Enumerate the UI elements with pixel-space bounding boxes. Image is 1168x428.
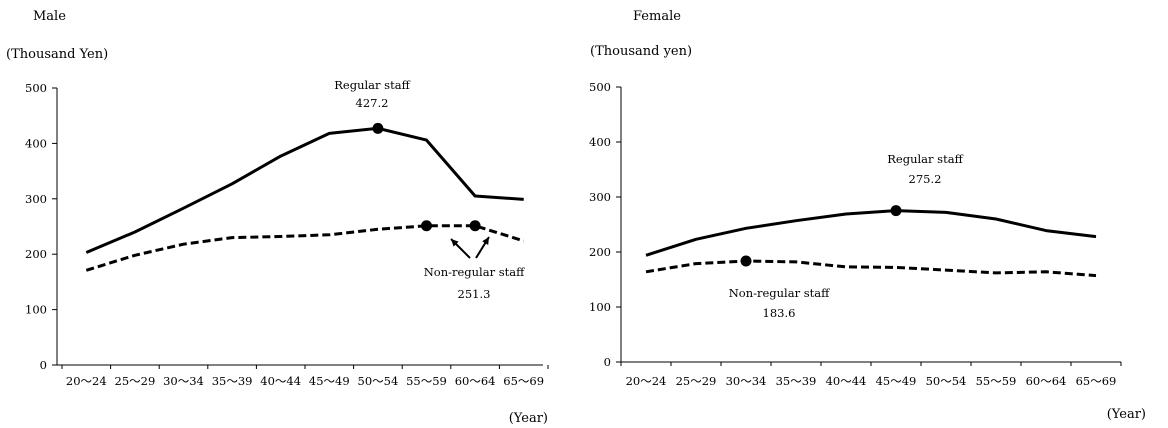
male-series-nonregular-line bbox=[85, 224, 525, 272]
female-x-axis-label: (Year) bbox=[1107, 407, 1146, 422]
female-highlight-marker bbox=[890, 205, 902, 217]
male-y-tick-label: 0 bbox=[40, 358, 47, 372]
male-y-axis-label: (Thousand Yen) bbox=[6, 47, 108, 62]
female-x-tick-label: 25～29 bbox=[676, 374, 717, 388]
male-annotation-label: Non-regular staff bbox=[424, 265, 525, 279]
female-series-regular-line bbox=[645, 209, 1097, 257]
male-chart-svg: Male (Thousand Yen) 0 100 200 300 400 500 20～24 2… bbox=[6, 9, 549, 426]
female-x-tick-label: 55～59 bbox=[976, 374, 1017, 388]
female-y-tick-label: 500 bbox=[589, 80, 611, 94]
male-chart: Male (Thousand Yen) 0 100 200 300 400 500 20～24 2… bbox=[6, 9, 549, 426]
male-y-tick-label: 100 bbox=[25, 303, 47, 317]
female-series-nonregular-line bbox=[645, 259, 1097, 278]
male-annotation-value: 427.2 bbox=[356, 96, 389, 110]
female-chart-svg: Female (Thousand yen) 0 100 200 300 400 500 20～2… bbox=[589, 9, 1146, 422]
female-annotation-value: 275.2 bbox=[909, 172, 942, 186]
female-x-tick-label: 45～49 bbox=[876, 374, 917, 388]
female-y-tick-label: 300 bbox=[589, 190, 611, 204]
male-annotation-label: Regular staff bbox=[334, 78, 410, 92]
female-x-tick-label: 65～69 bbox=[1076, 374, 1117, 388]
male-annotation-arrowhead bbox=[451, 239, 459, 247]
female-annotation-label: Regular staff bbox=[887, 152, 963, 166]
female-x-tick-label: 40～44 bbox=[826, 374, 867, 388]
female-y-axis-label: (Thousand yen) bbox=[590, 44, 692, 59]
male-series-regular-line bbox=[85, 126, 524, 254]
female-y-tick-label: 100 bbox=[589, 300, 611, 314]
female-x-tick-label: 60～64 bbox=[1026, 374, 1067, 388]
female-x-tick-label: 50～54 bbox=[926, 374, 967, 388]
male-x-tick-label: 45～49 bbox=[309, 374, 350, 388]
male-annotation-value: 251.3 bbox=[458, 287, 491, 301]
female-x-tick-label: 30～34 bbox=[726, 374, 767, 388]
male-x-tick-label: 60～64 bbox=[455, 374, 496, 388]
female-chart-title: Female bbox=[633, 9, 681, 24]
male-x-tick-label: 55～59 bbox=[406, 374, 447, 388]
female-annotation-label: Non-regular staff bbox=[729, 286, 830, 300]
male-x-tick-label: 25～29 bbox=[115, 374, 156, 388]
female-y-tick-label: 200 bbox=[589, 245, 611, 259]
male-chart-title: Male bbox=[33, 9, 66, 24]
male-x-tick-label: 65～69 bbox=[503, 374, 544, 388]
female-chart: Female (Thousand yen) 0 100 200 300 400 500 20～2… bbox=[584, 0, 1168, 428]
male-highlight-marker bbox=[372, 122, 384, 134]
male-annotation-arrowhead bbox=[482, 237, 489, 245]
male-x-axis-label: (Year) bbox=[509, 411, 548, 426]
male-highlight-marker bbox=[469, 220, 481, 232]
male-x-tick-label: 50～54 bbox=[358, 374, 399, 388]
female-y-tick-label: 400 bbox=[589, 135, 611, 149]
male-y-tick-label: 200 bbox=[25, 247, 47, 261]
male-y-tick-label: 400 bbox=[25, 136, 47, 150]
male-y-tick-label: 500 bbox=[25, 81, 47, 95]
female-annotation-value: 183.6 bbox=[763, 306, 796, 320]
male-y-tick-label: 300 bbox=[25, 192, 47, 206]
male-x-tick-label: 40～44 bbox=[260, 374, 301, 388]
male-x-tick-label: 20～24 bbox=[66, 374, 107, 388]
male-highlight-marker bbox=[421, 220, 432, 232]
female-y-tick-label: 0 bbox=[604, 355, 611, 369]
female-x-tick-label: 20～24 bbox=[626, 374, 667, 388]
female-highlight-marker bbox=[740, 255, 752, 267]
female-x-tick-label: 35～39 bbox=[776, 374, 817, 388]
male-x-tick-label: 30～34 bbox=[163, 374, 204, 388]
male-x-tick-label: 35～39 bbox=[212, 374, 253, 388]
